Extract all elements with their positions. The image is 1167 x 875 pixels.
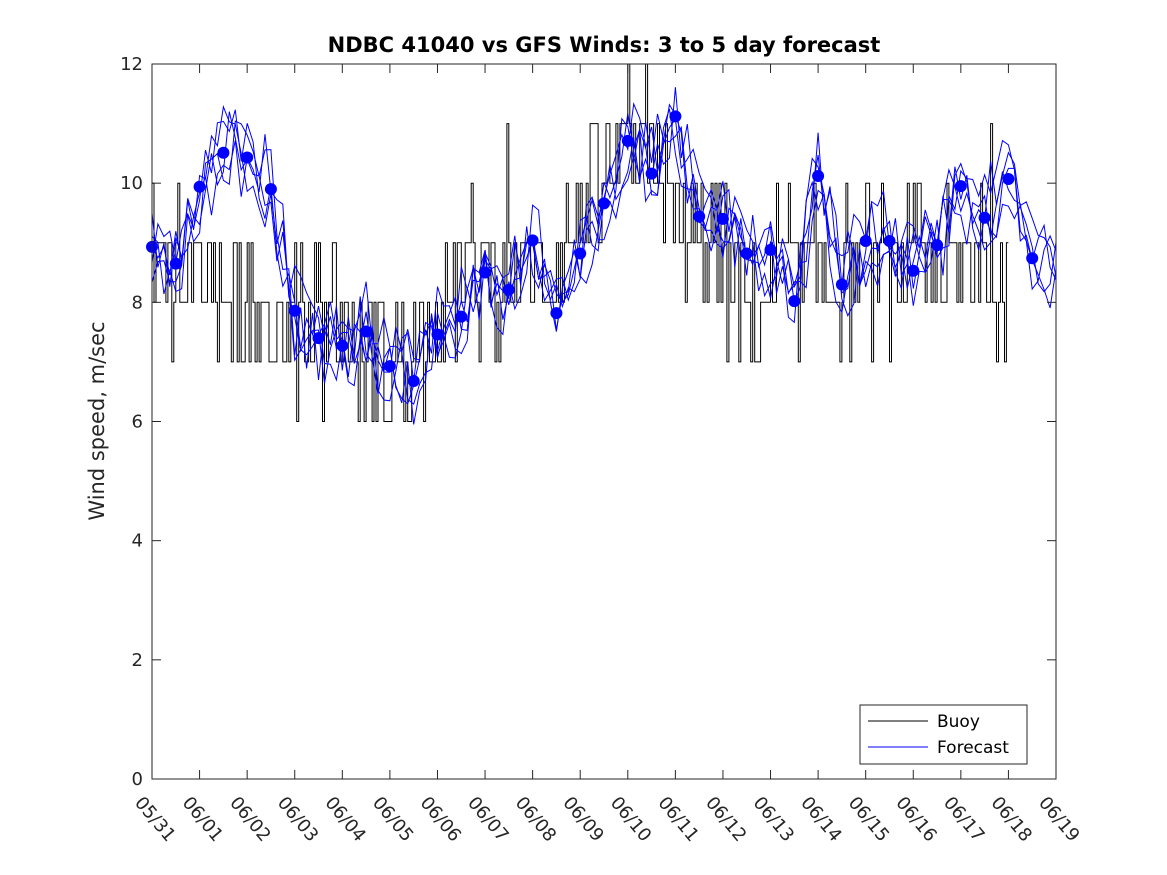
forecast-marker xyxy=(383,360,396,373)
x-tick-label: 06/05 xyxy=(368,793,417,846)
forecast-marker xyxy=(336,339,349,352)
x-tick-label: 06/14 xyxy=(796,793,845,846)
forecast-marker xyxy=(550,307,563,320)
x-tick-label: 06/02 xyxy=(225,793,274,846)
x-tick-label: 06/13 xyxy=(749,793,798,846)
forecast-marker xyxy=(978,211,991,224)
x-tick-label: 06/11 xyxy=(654,793,703,846)
forecast-marker xyxy=(455,310,468,323)
x-tick-label: 06/07 xyxy=(463,793,512,846)
forecast-marker xyxy=(502,283,515,296)
forecast-marker xyxy=(788,295,801,308)
forecast-marker xyxy=(407,375,420,387)
x-tick-label: 06/15 xyxy=(844,793,893,846)
forecast-marker xyxy=(431,328,444,341)
forecast-marker xyxy=(621,134,634,147)
forecast-marker xyxy=(883,235,896,247)
x-tick-label: 06/06 xyxy=(416,793,465,846)
forecast-marker xyxy=(716,212,729,225)
chart-title: NDBC 41040 vs GFS Winds: 3 to 5 day fore… xyxy=(328,33,881,57)
forecast-marker xyxy=(740,247,753,260)
y-tick-label: 4 xyxy=(132,531,143,552)
legend-box xyxy=(859,704,1028,765)
forecast-marker xyxy=(598,197,610,210)
x-tick-label: 06/01 xyxy=(178,793,227,846)
x-tick-label: 06/17 xyxy=(939,793,988,846)
plot-frame xyxy=(151,63,1057,780)
forecast-marker xyxy=(931,239,944,252)
forecast-marker xyxy=(264,183,277,196)
forecast-marker xyxy=(1026,252,1039,265)
y-tick-label: 6 xyxy=(132,412,143,433)
forecast-marker xyxy=(764,243,777,256)
x-tick-label: 06/19 xyxy=(1034,793,1083,846)
forecast-line xyxy=(151,109,1057,402)
buoy-line xyxy=(152,63,1009,422)
forecast-marker xyxy=(835,278,848,291)
forecast-marker xyxy=(645,167,658,180)
y-tick-label: 2 xyxy=(132,650,143,671)
x-tick-label: 06/03 xyxy=(273,793,322,846)
x-tick-label: 06/10 xyxy=(606,793,655,846)
forecast-marker xyxy=(859,235,872,247)
y-tick-label: 12 xyxy=(120,54,143,75)
x-tick-label: 06/09 xyxy=(558,793,607,846)
x-tick-label: 06/08 xyxy=(511,793,560,846)
forecast-marker xyxy=(669,110,682,123)
forecast-marker xyxy=(169,257,182,270)
legend-buoy-label: Buoy xyxy=(937,712,980,732)
forecast-marker xyxy=(217,146,230,159)
forecast-marker xyxy=(1002,173,1015,185)
y-axis-label: Wind speed, m/sec xyxy=(85,321,109,520)
forecast-marker xyxy=(574,247,587,260)
forecast-marker xyxy=(954,180,967,193)
x-tick-label: 06/04 xyxy=(320,793,369,846)
forecast-marker xyxy=(288,304,301,317)
forecast-marker xyxy=(312,332,325,345)
forecast-marker xyxy=(907,264,920,277)
legend: Buoy Forecast xyxy=(859,704,1028,765)
x-tick-label: 06/16 xyxy=(891,793,940,846)
forecast-markers xyxy=(146,110,1039,387)
forecast-marker xyxy=(479,266,492,279)
x-tick-label: 06/18 xyxy=(987,793,1036,846)
plot-area xyxy=(152,64,1056,779)
forecast-marker xyxy=(526,234,539,247)
y-tick-label: 8 xyxy=(132,292,143,313)
forecast-marker xyxy=(360,325,373,338)
legend-forecast-label: Forecast xyxy=(937,738,1009,758)
y-tick-label: 0 xyxy=(132,769,143,790)
x-tick-label: 05/31 xyxy=(130,793,179,846)
x-tick-label: 06/12 xyxy=(701,793,750,846)
forecast-marker xyxy=(812,170,825,182)
forecast-marker xyxy=(241,151,254,164)
y-tick-label: 10 xyxy=(120,173,143,194)
forecast-marker xyxy=(693,210,706,223)
buoy-series xyxy=(152,63,1009,422)
forecast-marker xyxy=(193,180,206,193)
